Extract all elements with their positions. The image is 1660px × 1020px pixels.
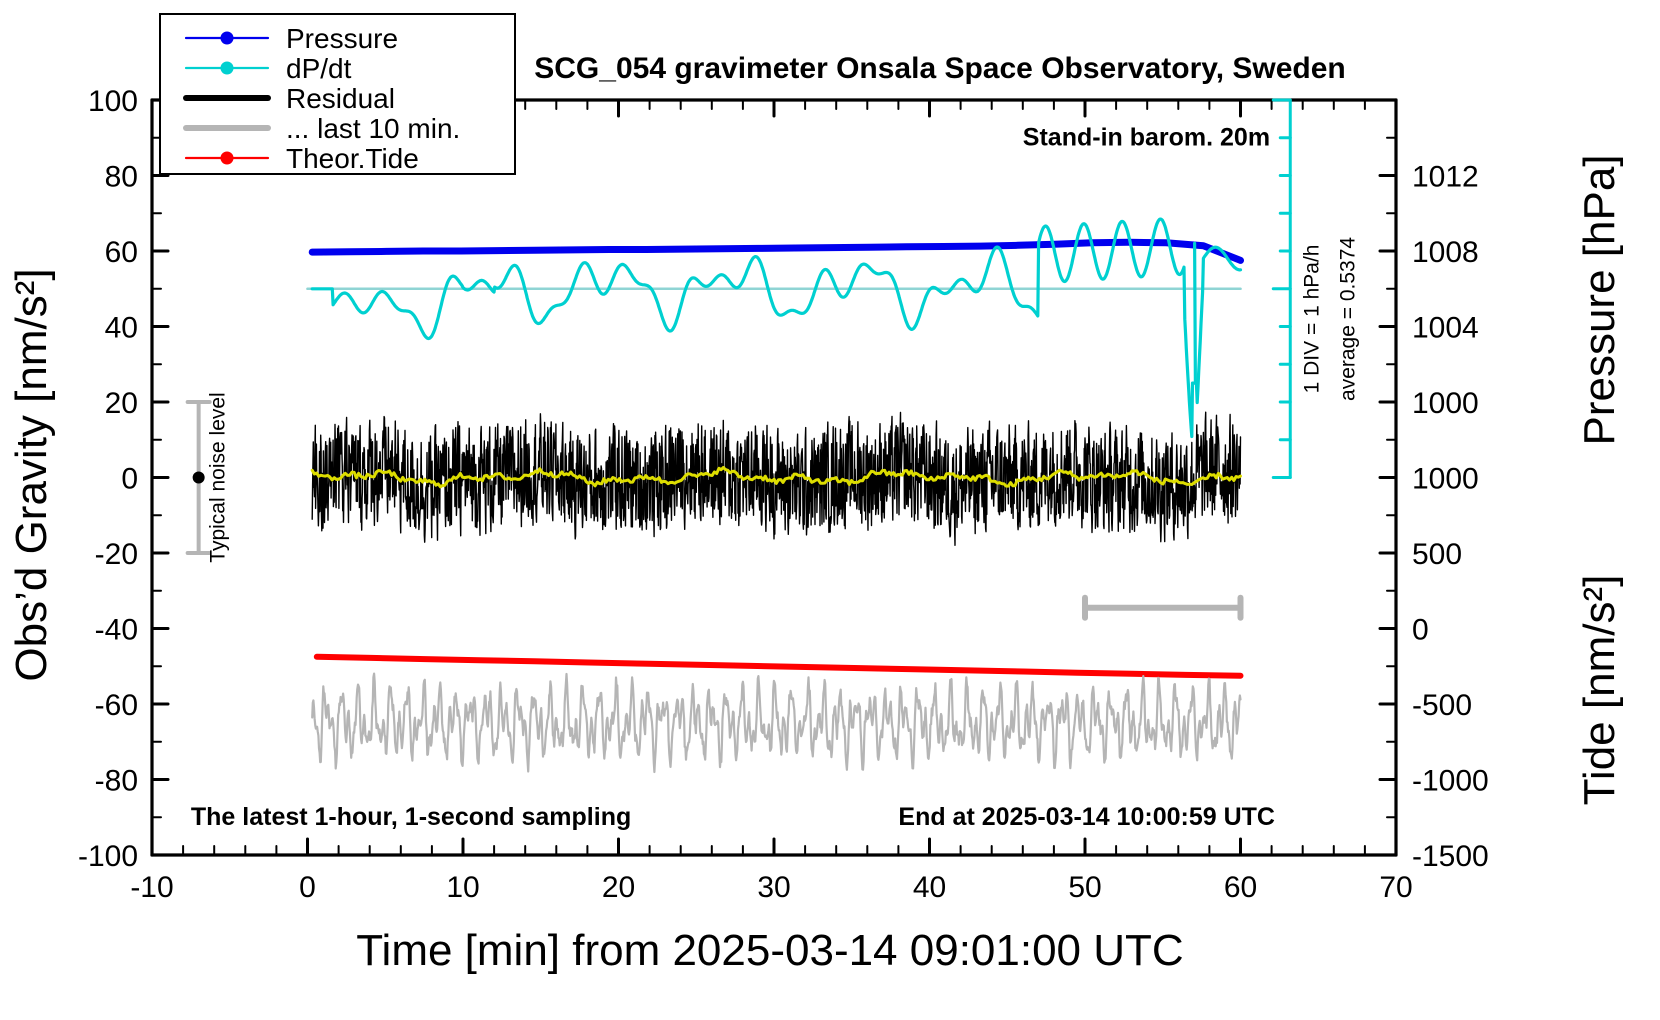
y-tick-label: -100 xyxy=(78,840,138,873)
x-tick-label: 10 xyxy=(446,871,479,904)
x-tick-label: 30 xyxy=(757,871,790,904)
end-time-label: End at 2025-03-14 10:00:59 UTC xyxy=(898,803,1275,831)
tide-tick-label: -1500 xyxy=(1412,840,1489,873)
axes-layer: -10 0 10 20 30 40 50 60 70-100-80-60-40-20020406… xyxy=(78,85,1489,904)
y-tick-label: -40 xyxy=(95,614,138,647)
pressure-trace xyxy=(308,238,1244,264)
x-tick-label: 50 xyxy=(1068,871,1101,904)
standin-barom-label: Stand-in barom. 20m xyxy=(1023,123,1270,151)
tide-tick-label: -1000 xyxy=(1412,765,1489,798)
tide-tick-label: 1000 xyxy=(1412,463,1479,496)
x-tick-label: 0 xyxy=(299,871,316,904)
y-tick-label: 60 xyxy=(105,236,138,269)
x-tick-label: -10 xyxy=(130,871,173,904)
y-axis-title: Obs’d Gravity [nm/s²] xyxy=(7,268,56,681)
x-tick-label: 70 xyxy=(1379,871,1412,904)
legend-label-2[interactable]: Residual xyxy=(286,83,395,114)
dpdt-spike xyxy=(1193,241,1197,385)
y-tick-label: 80 xyxy=(105,161,138,194)
y-tick-label: 20 xyxy=(105,387,138,420)
y-tick-label: 0 xyxy=(121,463,138,496)
pressure-tick-label: 1012 xyxy=(1412,161,1479,194)
legend-box xyxy=(159,13,516,175)
pressure-axis-title: Pressure [hPa] xyxy=(1575,154,1624,445)
x-tick-label: 40 xyxy=(913,871,946,904)
dpdt-average-label: average = 0.5374 xyxy=(1336,237,1359,401)
legend-label-1[interactable]: dP/dt xyxy=(286,53,352,84)
legend-marker-4 xyxy=(220,151,234,165)
residual-trace xyxy=(311,411,1242,546)
tide-tick-label: 0 xyxy=(1412,614,1429,647)
legend-marker-1 xyxy=(220,61,234,75)
y-tick-label: -80 xyxy=(95,765,138,798)
x-axis-title: Time [min] from 2025-03-14 09:01:00 UTC xyxy=(356,926,1183,975)
legend-marker-0 xyxy=(220,31,234,45)
y-tick-label: 100 xyxy=(88,85,138,118)
pressure-tick-label: 1008 xyxy=(1412,236,1479,269)
noise-level-dot xyxy=(192,471,205,484)
tide-tick-label: -500 xyxy=(1412,689,1472,722)
y-tick-label: -20 xyxy=(95,538,138,571)
last-10-min-trace xyxy=(311,672,1242,774)
sampling-note-label: The latest 1-hour, 1-second sampling xyxy=(191,803,631,831)
residual-smoothed-trace xyxy=(310,466,1242,489)
data-traces-layer xyxy=(306,217,1244,774)
dpdt-div-label: 1 DIV = 1 hPa/h xyxy=(1300,245,1323,394)
dpdt-trace xyxy=(310,217,1243,439)
x-tick-label: 20 xyxy=(602,871,635,904)
y-tick-label: -60 xyxy=(95,689,138,722)
x-tick-label: 60 xyxy=(1224,871,1257,904)
legend-label-3[interactable]: ... last 10 min. xyxy=(286,113,460,144)
legend-label-0[interactable]: Pressure xyxy=(286,23,398,54)
pressure-tick-label: 1004 xyxy=(1412,312,1479,345)
annotations-layer: Typical noise level 1 DIV = 1 hPa/h averag… xyxy=(185,98,1359,831)
tide-tick-label: 500 xyxy=(1412,538,1462,571)
legend-label-4[interactable]: Theor.Tide xyxy=(286,143,419,174)
page-title: SCG_054 gravimeter Onsala Space Observat… xyxy=(534,52,1346,85)
pressure-tick-label: 1000 xyxy=(1412,387,1479,420)
noise-level-label: Typical noise level xyxy=(207,392,230,562)
y-tick-label: 40 xyxy=(105,312,138,345)
tide-axis-title: Tide [nm/s²] xyxy=(1575,575,1624,806)
theoretical-tide-trace xyxy=(313,653,1244,679)
